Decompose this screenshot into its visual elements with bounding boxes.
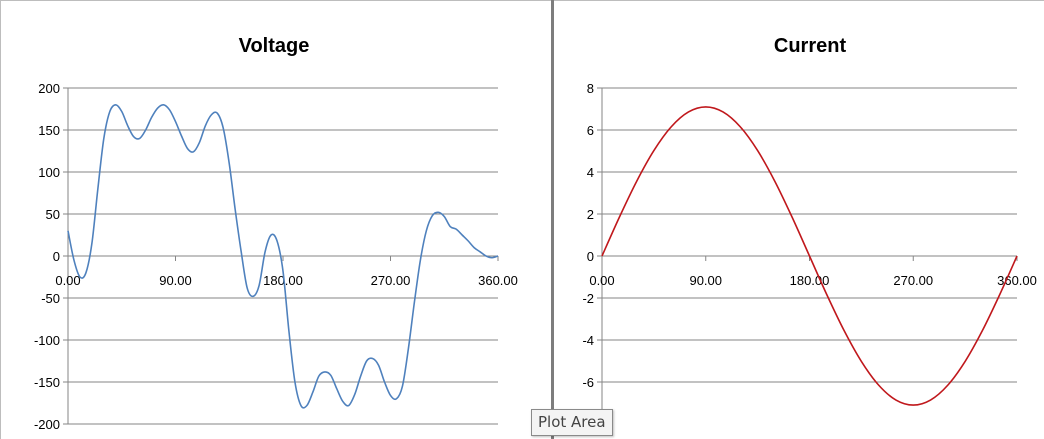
voltage-y-tick-label: 50 bbox=[46, 207, 60, 222]
voltage-x-tick-label: 270.00 bbox=[371, 273, 411, 288]
voltage-y-tick-label: 150 bbox=[38, 123, 60, 138]
panel-divider bbox=[551, 0, 554, 439]
voltage-y-tick-label: 200 bbox=[38, 81, 60, 96]
voltage-y-tick-label: -200 bbox=[34, 417, 60, 432]
voltage-x-tick-label: 0.00 bbox=[55, 273, 80, 288]
voltage-chart-title: Voltage bbox=[239, 35, 310, 57]
current-y-tick-label: 0 bbox=[587, 249, 594, 264]
current-x-tick-label: 90.00 bbox=[689, 273, 722, 288]
plot-area-tooltip: Plot Area bbox=[531, 409, 613, 436]
current-series-line[interactable] bbox=[601, 106, 1018, 406]
voltage-x-tick-label: 180.00 bbox=[263, 273, 303, 288]
current-y-tick-label: -6 bbox=[582, 375, 594, 390]
current-chart-panel[interactable]: 8 6 4 2 0 -2 -4 -6 0.00 90.00 180.00 270.00 360.00 Cu… bbox=[554, 0, 1044, 439]
current-chart-title: Current bbox=[774, 35, 847, 57]
current-y-tick-label: 4 bbox=[587, 165, 594, 180]
top-frame-border-left bbox=[0, 0, 551, 1]
voltage-x-tick-label: 360.00 bbox=[478, 273, 518, 288]
left-frame-border bbox=[0, 0, 1, 439]
top-frame-border-right bbox=[554, 0, 1044, 1]
current-x-tick-label: 0.00 bbox=[589, 273, 614, 288]
voltage-y-tick-label: -100 bbox=[34, 333, 60, 348]
voltage-series-line[interactable] bbox=[67, 103, 499, 409]
current-x-tick-label: 270.00 bbox=[893, 273, 933, 288]
voltage-y-tick-label: 100 bbox=[38, 165, 60, 180]
voltage-y-tick-label: -150 bbox=[34, 375, 60, 390]
current-y-tick-label: -4 bbox=[582, 333, 594, 348]
voltage-chart-panel[interactable]: 200 150 100 50 0 -50 -100 -150 -200 0.00 90.00 180.… bbox=[0, 0, 551, 439]
voltage-y-tick-label: -50 bbox=[41, 291, 60, 306]
voltage-chart[interactable]: 200 150 100 50 0 -50 -100 -150 -200 0.00 90.00 180.… bbox=[0, 0, 551, 439]
current-y-tick-label: 8 bbox=[587, 81, 594, 96]
current-y-tick-label: 6 bbox=[587, 123, 594, 138]
voltage-y-tick-label: 0 bbox=[53, 249, 60, 264]
current-y-tick-label: -2 bbox=[582, 291, 594, 306]
voltage-x-tick-label: 90.00 bbox=[159, 273, 192, 288]
current-y-tick-label: 2 bbox=[587, 207, 594, 222]
